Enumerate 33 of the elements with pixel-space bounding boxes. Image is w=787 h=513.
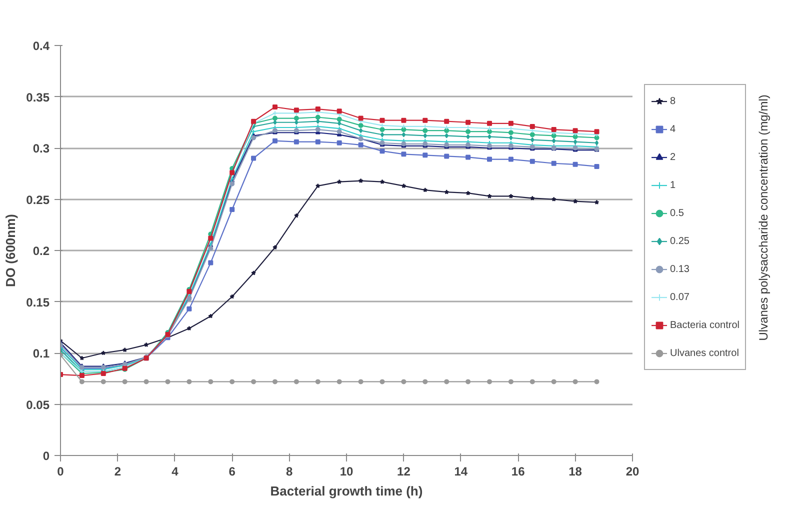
x-tick-label: 0 <box>57 464 64 478</box>
x-tick-label: 16 <box>511 464 526 478</box>
legend-label: 2 <box>670 152 677 162</box>
legend-label: 0.13 <box>670 264 690 274</box>
y-tick-label: 0.15 <box>26 295 50 310</box>
legend-label: 1 <box>670 180 677 190</box>
x-tick-label: 10 <box>340 464 354 478</box>
y-tick-label: 0.05 <box>26 398 50 412</box>
y-tick-label: 0 <box>42 449 50 463</box>
legend-label: 0.5 <box>670 208 685 218</box>
legend-label: Ulvanes control <box>670 348 739 358</box>
x-tick-label: 14 <box>454 464 468 478</box>
legend-label: Bacteria control <box>670 320 740 330</box>
y-tick-label: 0.25 <box>26 192 50 207</box>
x-tick-label: 8 <box>286 464 293 478</box>
x-axis-title: Bacterial growth time (h) <box>270 484 423 498</box>
x-tick-label: 6 <box>228 464 236 478</box>
x-tick-label: 2 <box>114 464 122 478</box>
x-tick-label: 18 <box>568 464 582 478</box>
y-tick-label: 0.2 <box>32 244 50 258</box>
legend-label: 0.07 <box>670 292 690 302</box>
legend-label: 0.25 <box>670 236 690 246</box>
y-tick-label: 0.3 <box>32 142 50 156</box>
legend-title: Ulvanes polysaccharide concentration (mg/ml) <box>756 94 771 341</box>
x-tick-label: 4 <box>172 464 179 478</box>
legend-label: 8 <box>670 96 677 106</box>
legend-label: 4 <box>670 124 677 134</box>
y-tick-label: 0.1 <box>32 346 50 360</box>
x-tick-label: 20 <box>626 464 640 478</box>
y-tick-label: 0.35 <box>26 90 50 104</box>
x-tick-label: 12 <box>397 464 411 478</box>
y-tick-label: 0.4 <box>32 39 50 53</box>
y-axis-title: DO (600nm) <box>3 214 18 287</box>
